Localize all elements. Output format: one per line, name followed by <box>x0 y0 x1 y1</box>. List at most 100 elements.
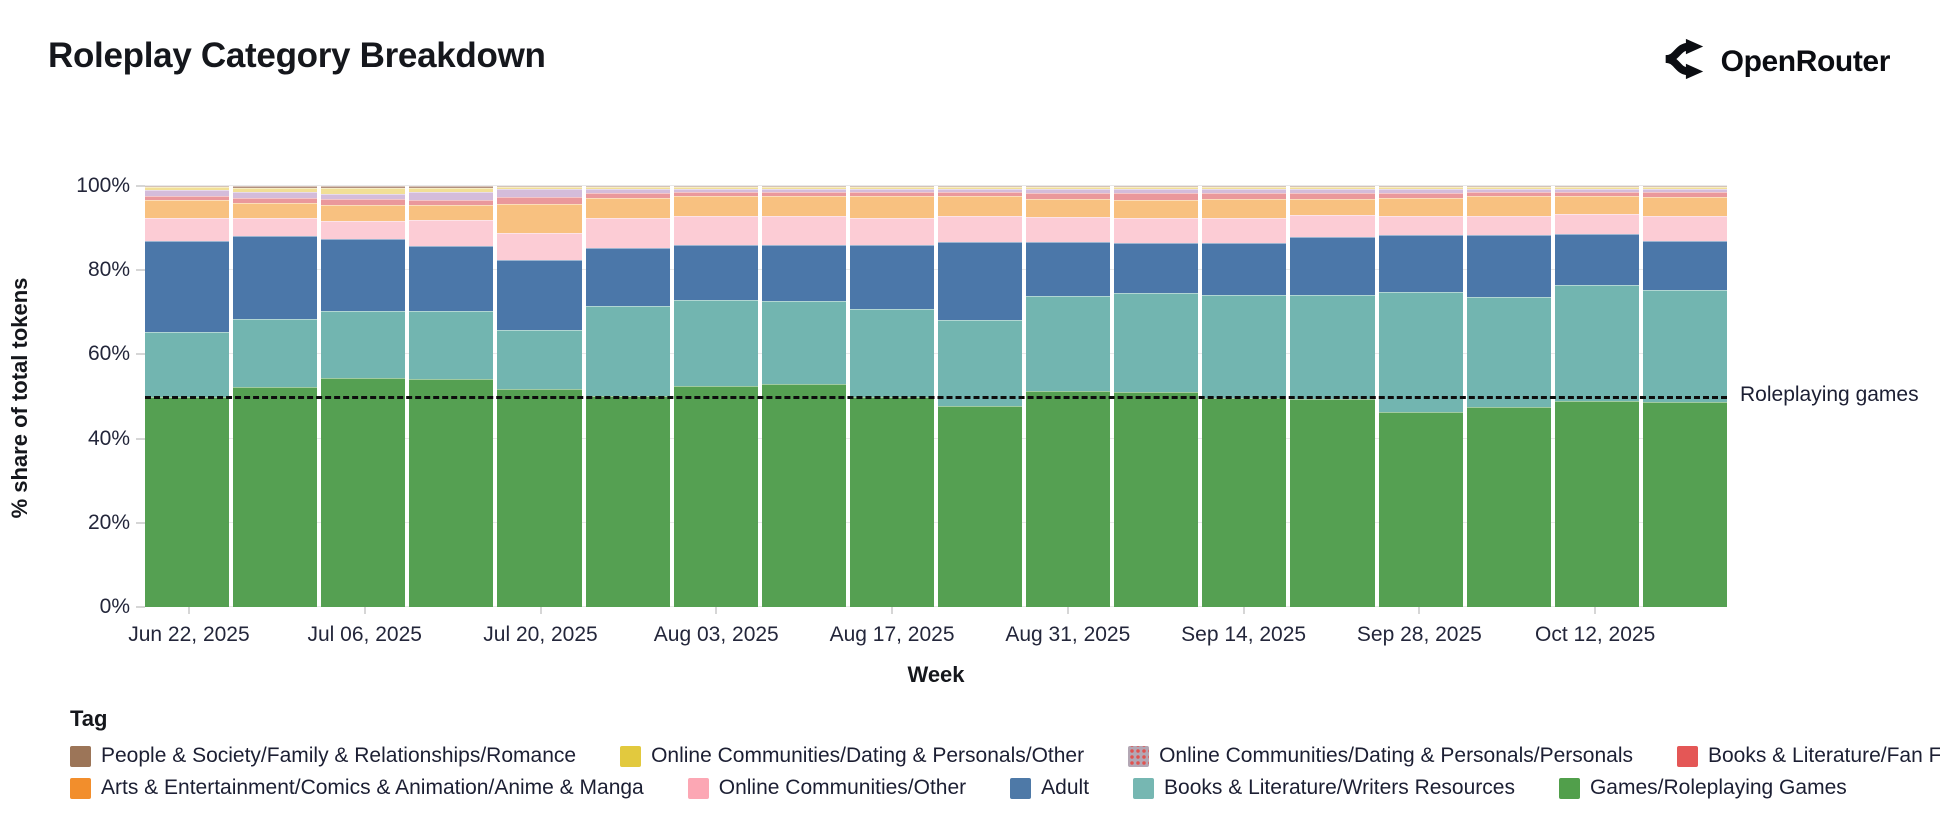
bar-segment[interactable] <box>1554 186 1639 187</box>
legend-item[interactable]: Online Communities/Other <box>687 776 966 800</box>
bar-segment[interactable] <box>233 236 318 320</box>
bar-segment[interactable] <box>233 186 318 188</box>
bar-segment[interactable] <box>761 384 846 607</box>
bar-segment[interactable] <box>233 218 318 237</box>
bar-segment[interactable] <box>409 246 494 312</box>
bar-segment[interactable] <box>761 186 846 190</box>
bar-segment[interactable] <box>409 205 494 220</box>
bar-segment[interactable] <box>937 216 1023 243</box>
bar-segment[interactable] <box>1642 186 1727 190</box>
bar-segment[interactable] <box>1378 412 1463 607</box>
bar-segment[interactable] <box>937 242 1023 321</box>
bar-segment[interactable] <box>1202 186 1287 190</box>
legend-item[interactable]: Books & Literature/Fan Fiction <box>1676 744 1940 768</box>
bar-segment[interactable] <box>673 196 758 217</box>
bar-segment[interactable] <box>937 406 1023 607</box>
bar-segment[interactable] <box>1642 189 1727 193</box>
bar-segment[interactable] <box>1026 186 1111 190</box>
bar-segment[interactable] <box>1114 293 1199 393</box>
bar-segment[interactable] <box>497 203 582 233</box>
bar-segment[interactable] <box>1114 192 1199 200</box>
bar-segment[interactable] <box>497 186 582 187</box>
bar-segment[interactable] <box>585 218 670 248</box>
legend-item[interactable]: Online Communities/Dating & Personals/Ot… <box>620 744 1084 768</box>
bar-segment[interactable] <box>409 378 494 607</box>
bar-segment[interactable] <box>673 244 758 300</box>
bar-segment[interactable] <box>1114 189 1199 193</box>
bar-segment[interactable] <box>1466 188 1551 193</box>
bar-segment[interactable] <box>1114 218 1199 244</box>
bar-segment[interactable] <box>1378 292 1463 413</box>
bar-segment[interactable] <box>1202 186 1287 187</box>
bar-segment[interactable] <box>1554 189 1639 193</box>
bar-segment[interactable] <box>937 186 1023 189</box>
bar-segment[interactable] <box>1466 297 1551 408</box>
bar-segment[interactable] <box>1202 243 1287 296</box>
bar-segment[interactable] <box>761 191 846 197</box>
bar-segment[interactable] <box>1466 407 1551 607</box>
bar-segment[interactable] <box>849 308 934 397</box>
bar-segment[interactable] <box>1202 397 1287 607</box>
bar-segment[interactable] <box>1290 192 1375 199</box>
bar-segment[interactable] <box>321 311 406 378</box>
bar-segment[interactable] <box>1026 390 1111 607</box>
bar-segment[interactable] <box>1290 189 1375 193</box>
bar-segment[interactable] <box>321 198 406 205</box>
bar-segment[interactable] <box>1378 186 1463 190</box>
bar-segment[interactable] <box>585 189 670 193</box>
bar-segment[interactable] <box>1642 186 1727 187</box>
bar-segment[interactable] <box>1290 295 1375 400</box>
bar-segment[interactable] <box>1466 186 1551 187</box>
bar-segment[interactable] <box>673 191 758 197</box>
bar-segment[interactable] <box>497 232 582 260</box>
bar-segment[interactable] <box>585 247 670 306</box>
bar-segment[interactable] <box>145 186 230 191</box>
bar-segment[interactable] <box>1202 192 1287 199</box>
bar-segment[interactable] <box>1026 198 1111 218</box>
bar-segment[interactable] <box>1202 198 1287 219</box>
bar-segment[interactable] <box>321 186 406 189</box>
bar-segment[interactable] <box>849 186 934 189</box>
bar-segment[interactable] <box>321 193 406 199</box>
bar-segment[interactable] <box>1466 192 1551 197</box>
bar-segment[interactable] <box>1026 186 1111 187</box>
bar-segment[interactable] <box>1202 218 1287 244</box>
bar-segment[interactable] <box>409 191 494 201</box>
bar-segment[interactable] <box>145 396 230 607</box>
bar-segment[interactable] <box>761 196 846 217</box>
bar-segment[interactable] <box>1114 186 1199 190</box>
bar-segment[interactable] <box>1290 236 1375 296</box>
bar-segment[interactable] <box>1378 216 1463 236</box>
bar-segment[interactable] <box>761 244 846 302</box>
bar-segment[interactable] <box>1642 196 1727 217</box>
bar-segment[interactable] <box>1026 192 1111 199</box>
bar-segment[interactable] <box>673 186 758 187</box>
bar-segment[interactable] <box>585 186 670 187</box>
bar-segment[interactable] <box>849 196 934 219</box>
bar-segment[interactable] <box>849 244 934 309</box>
bar-segment[interactable] <box>673 186 758 190</box>
bar-segment[interactable] <box>1554 213 1639 235</box>
legend-item[interactable]: Adult <box>1010 776 1089 800</box>
bar-segment[interactable] <box>849 396 934 607</box>
bar-segment[interactable] <box>585 305 670 397</box>
bar-segment[interactable] <box>321 188 406 194</box>
bar-segment[interactable] <box>409 187 494 192</box>
bar-segment[interactable] <box>937 196 1023 217</box>
bar-segment[interactable] <box>1114 243 1199 294</box>
bar-segment[interactable] <box>497 186 582 190</box>
bar-segment[interactable] <box>145 195 230 201</box>
bar-segment[interactable] <box>145 190 230 196</box>
bar-segment[interactable] <box>1554 401 1639 607</box>
bar-segment[interactable] <box>409 186 494 188</box>
bar-segment[interactable] <box>761 216 846 245</box>
bar-segment[interactable] <box>409 219 494 247</box>
legend-item[interactable]: Games/Roleplaying Games <box>1558 776 1847 800</box>
bar-segment[interactable] <box>1554 196 1639 214</box>
legend-item[interactable]: Online Communities/Dating & Personals/Pe… <box>1128 744 1633 768</box>
bar-segment[interactable] <box>673 216 758 245</box>
bar-segment[interactable] <box>585 186 670 190</box>
bar-segment[interactable] <box>321 204 406 222</box>
bar-segment[interactable] <box>673 385 758 607</box>
bar-segment[interactable] <box>761 301 846 385</box>
